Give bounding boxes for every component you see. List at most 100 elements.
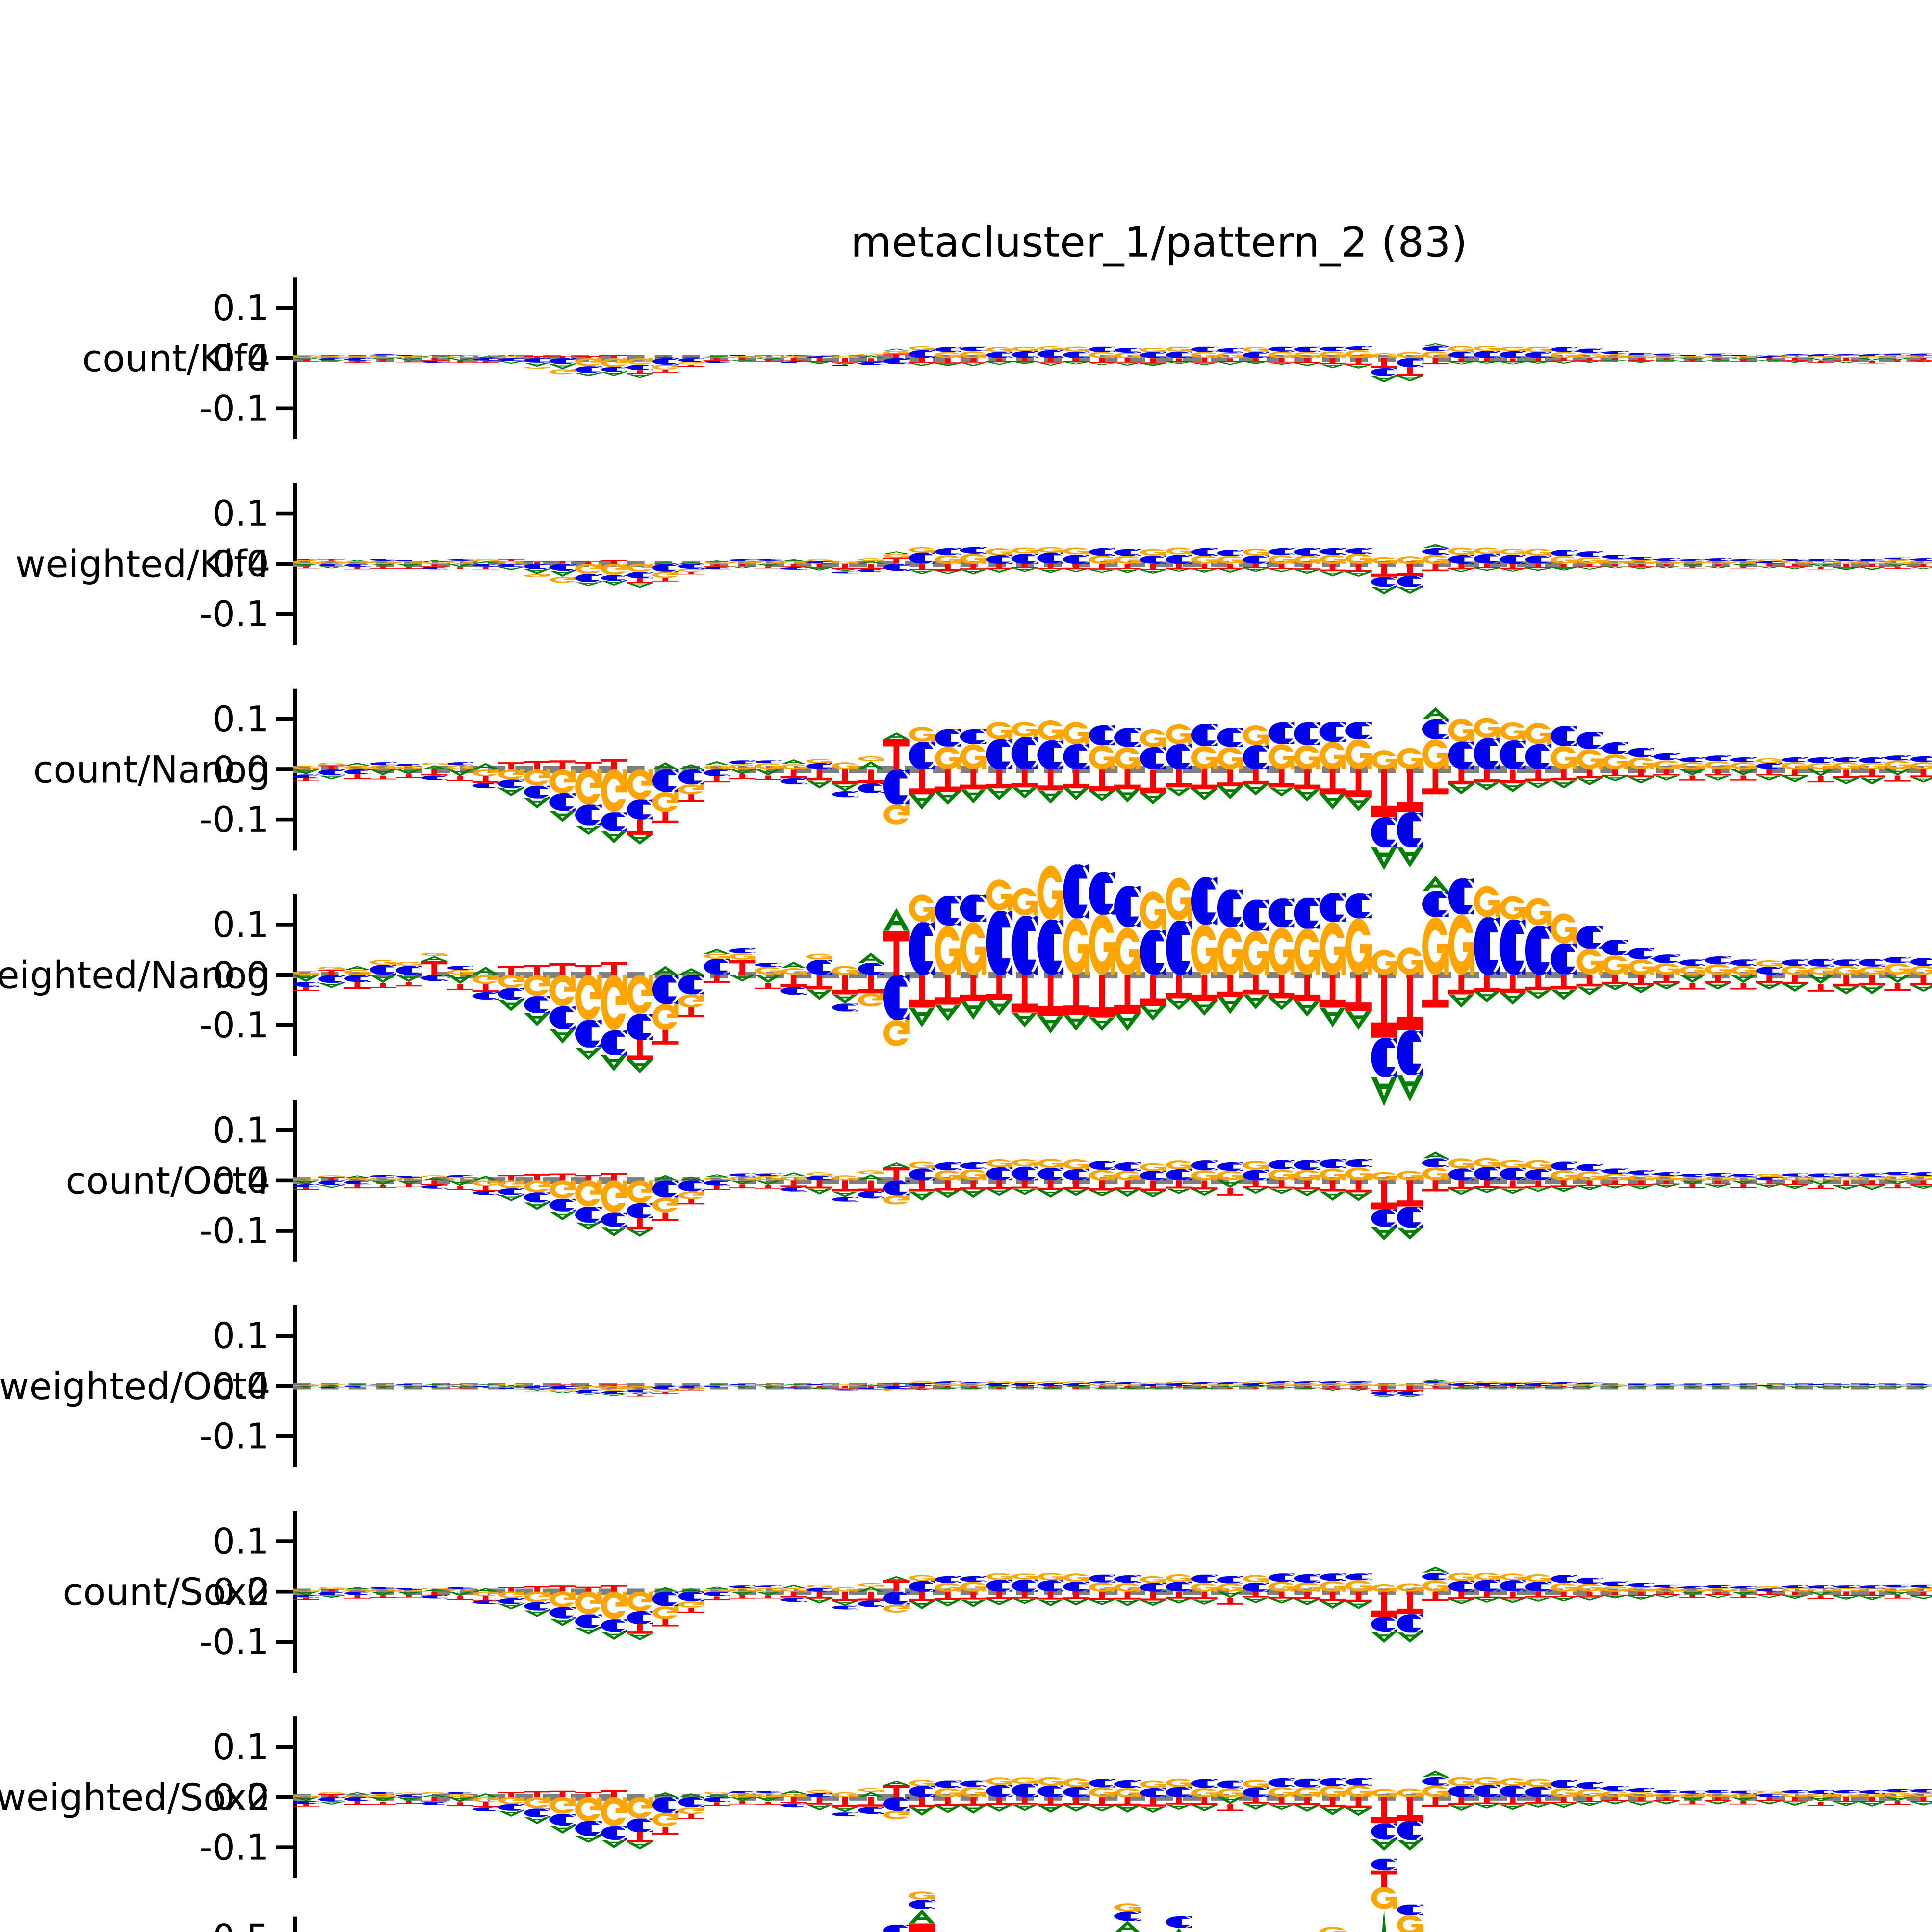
logo-column xyxy=(1114,1511,1141,1673)
logo-letter-G xyxy=(1371,1789,1398,1797)
logo-column xyxy=(986,277,1012,439)
logo-letter-G xyxy=(1474,886,1500,917)
logo-letter-G xyxy=(652,792,679,812)
logo-letter-G xyxy=(421,952,447,956)
logo-letter-G xyxy=(986,1777,1012,1785)
logo-column xyxy=(960,1305,987,1467)
logo-column xyxy=(575,1305,602,1467)
logo-letter-C xyxy=(1859,559,1885,561)
logo-column xyxy=(1012,1917,1038,1932)
logo-letter-T xyxy=(1037,1180,1064,1190)
logo-letter-T xyxy=(1294,564,1320,570)
logo-column xyxy=(1268,1511,1295,1673)
logo-letter-T xyxy=(1628,358,1654,361)
logo-letter-T xyxy=(806,975,833,990)
logo-letter-C xyxy=(960,547,987,554)
logo-letter-A xyxy=(1114,1189,1141,1197)
logo-column xyxy=(1653,894,1680,1056)
logo-column xyxy=(1243,689,1269,850)
logo-letter-C xyxy=(1345,346,1372,350)
logo-column xyxy=(934,1511,961,1673)
logo-column xyxy=(781,1100,807,1262)
logo-letter-G xyxy=(1859,967,1885,975)
logo-column xyxy=(1140,1511,1167,1673)
logo-letter-G xyxy=(1371,1584,1398,1592)
logo-column xyxy=(1628,1305,1654,1467)
logo-letter-T xyxy=(498,1587,525,1592)
logo-letter-G xyxy=(781,356,807,358)
logo-column xyxy=(395,1305,422,1467)
logo-letter-T xyxy=(1910,1387,1932,1388)
logo-letter-A xyxy=(626,1634,653,1641)
logo-letter-C xyxy=(626,1203,653,1218)
logo-letter-A xyxy=(729,1180,756,1185)
logo-letter-G xyxy=(806,1385,833,1386)
y-tick-label: 0.1 xyxy=(213,904,269,946)
logo-column xyxy=(1320,1716,1346,1878)
y-tick xyxy=(276,1384,293,1388)
logo-letter-A xyxy=(1499,1387,1526,1389)
logo-column xyxy=(1268,277,1295,439)
logo-column xyxy=(1088,689,1115,850)
logo-letter-C xyxy=(344,1592,371,1595)
logo-letter-A xyxy=(1551,780,1577,789)
logo-column xyxy=(1833,1100,1859,1262)
logo-letter-A xyxy=(1217,786,1243,799)
logo-column xyxy=(652,1100,679,1262)
logo-letter-C xyxy=(575,1020,602,1048)
logo-letter-T xyxy=(678,1814,704,1820)
logo-letter-A xyxy=(832,784,858,792)
logo-letter-A xyxy=(832,1807,858,1812)
logo-letter-G xyxy=(1114,1788,1141,1797)
logo-letter-A xyxy=(1140,1006,1167,1021)
logo-letter-T xyxy=(857,1592,884,1601)
logo-letter-A xyxy=(1396,1632,1423,1643)
logo-letter-T xyxy=(678,1389,704,1391)
logo-letter-C xyxy=(1371,1391,1398,1395)
y-tick xyxy=(276,1179,293,1182)
logo-letter-A xyxy=(318,566,345,568)
logo-letter-A xyxy=(1859,777,1885,784)
logo-letter-G xyxy=(1448,1381,1475,1384)
logo-column xyxy=(1602,277,1629,439)
logo-letter-C xyxy=(1345,548,1372,554)
logo-letter-G xyxy=(1396,1915,1423,1932)
logo-letter-A xyxy=(1371,376,1398,383)
logo-letter-C xyxy=(1474,738,1500,769)
logo-letter-G xyxy=(421,1385,447,1386)
logo-letter-A xyxy=(1525,1597,1551,1602)
logo-letter-G xyxy=(755,355,781,358)
logo-letter-G xyxy=(1320,1168,1346,1180)
logo-letter-T xyxy=(473,1596,499,1601)
logo-column xyxy=(729,894,756,1056)
logo-letter-C xyxy=(1294,548,1320,556)
logo-letter-C xyxy=(1910,957,1932,966)
logo-letter-A xyxy=(1345,572,1372,577)
logo-letter-T xyxy=(549,1384,576,1386)
logo-letter-G xyxy=(1756,1174,1782,1177)
logo-letter-C xyxy=(1807,1585,1834,1589)
logo-letter-T xyxy=(549,1173,576,1180)
logo-letter-T xyxy=(857,975,884,994)
logo-letter-A xyxy=(1243,784,1269,796)
logo-column xyxy=(1859,894,1885,1056)
logo-letter-A xyxy=(498,1386,525,1388)
logo-letter-G xyxy=(1884,1792,1911,1797)
logo-letter-C xyxy=(1628,1583,1654,1587)
logo-letter-T xyxy=(1628,1180,1654,1185)
logo-letter-C xyxy=(1730,757,1757,762)
logo-letter-G xyxy=(395,962,422,966)
logo-column xyxy=(806,894,833,1056)
logo-letter-A xyxy=(1833,1802,1859,1806)
logo-letter-C xyxy=(395,1384,422,1385)
logo-column xyxy=(1474,886,1500,1056)
logo-letter-C xyxy=(1088,1779,1115,1788)
logo-letter-A xyxy=(857,561,884,564)
logo-column xyxy=(1037,1100,1064,1262)
logo-column xyxy=(1525,1716,1551,1878)
logo-letter-G xyxy=(1602,558,1629,564)
logo-letter-C xyxy=(293,1184,319,1188)
logo-column xyxy=(883,1511,910,1673)
logo-letter-T xyxy=(1525,358,1551,362)
logo-letter-G xyxy=(1012,1777,1038,1784)
